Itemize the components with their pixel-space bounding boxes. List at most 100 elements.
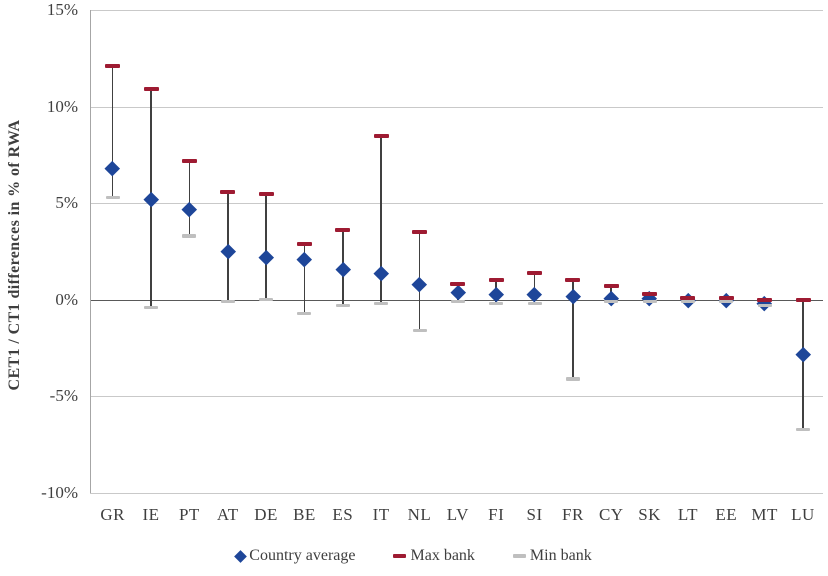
avg-diamond: [258, 249, 274, 265]
min-dash: [412, 329, 427, 333]
min-dash: [450, 300, 465, 304]
min-dash-marker-icon: [512, 554, 526, 558]
avg-diamond: [795, 346, 811, 362]
min-dash: [565, 377, 580, 381]
avg-diamond: [412, 276, 427, 292]
legend-label: Max bank: [410, 547, 475, 564]
min-dash: [335, 303, 350, 308]
diamond-marker-icon: [234, 549, 248, 563]
legend-item-max-bank: Max bank: [393, 547, 475, 565]
x-tick-label: NL: [407, 505, 432, 524]
gridline: [90, 106, 823, 108]
x-tick-label: SK: [638, 505, 661, 524]
min-dash: [144, 305, 159, 310]
x-tick-label: GR: [100, 505, 125, 524]
max-dash: [565, 278, 581, 283]
max-dash-marker-icon: [393, 554, 407, 558]
y-tick-label: 10%: [46, 96, 78, 116]
max-dash: [642, 292, 658, 296]
y-axis-line: [90, 10, 91, 493]
avg-diamond: [335, 261, 351, 277]
min-dash: [297, 311, 312, 315]
x-tick-label: LT: [677, 505, 699, 524]
y-tick-label: 15%: [46, 0, 78, 19]
x-tick-label: MT: [751, 505, 778, 524]
min-dash: [719, 300, 734, 304]
x-tick-label: LV: [446, 505, 469, 524]
legend-item-min-bank: Min bank: [512, 547, 592, 565]
max-dash: [335, 228, 351, 233]
min-dash: [680, 300, 695, 304]
gridline: [90, 10, 823, 11]
gridline: [90, 493, 823, 494]
x-tick-label: PT: [178, 505, 200, 524]
avg-diamond: [450, 284, 466, 300]
max-dash: [488, 278, 504, 283]
min-dash: [259, 298, 274, 302]
x-tick-label: BE: [293, 505, 316, 524]
legend: Country average Max bank Min bank: [0, 547, 828, 565]
min-dash: [374, 302, 389, 306]
max-dash: [143, 87, 159, 92]
gridline: [90, 203, 823, 205]
max-dash: [450, 282, 466, 287]
x-tick-label: DE: [254, 505, 278, 524]
x-tick-label: FR: [561, 505, 584, 524]
avg-diamond: [373, 265, 389, 281]
max-dash: [680, 295, 696, 300]
legend-label: Min bank: [529, 547, 592, 564]
max-dash: [181, 158, 197, 163]
max-dash: [795, 297, 811, 302]
min-dash: [642, 300, 657, 304]
max-dash: [296, 241, 312, 246]
y-tick-label: -10%: [41, 483, 78, 502]
range-whisker: [802, 299, 804, 430]
max-dash: [412, 230, 427, 235]
max-dash: [373, 133, 389, 138]
min-dash: [527, 302, 542, 306]
y-axis-title: CET1 / CT1 differences in % of RWA: [6, 119, 23, 391]
avg-diamond: [105, 160, 121, 176]
range-whisker: [111, 66, 114, 198]
max-dash: [220, 189, 236, 194]
x-tick-label: IE: [142, 505, 160, 524]
x-tick-label: FI: [488, 505, 505, 524]
min-dash: [796, 427, 810, 431]
min-dash: [182, 234, 197, 238]
x-tick-label: SI: [526, 505, 543, 524]
legend-item-country-average: Country average: [234, 547, 356, 565]
avg-diamond: [220, 244, 236, 259]
x-tick-label: LU: [791, 505, 815, 524]
max-dash: [757, 297, 773, 302]
y-tick-label: 0%: [55, 289, 78, 309]
max-dash: [603, 284, 619, 289]
range-whisker: [380, 135, 382, 304]
range-whisker: [265, 193, 267, 300]
max-dash: [527, 270, 543, 275]
avg-diamond: [603, 290, 619, 306]
avg-diamond: [565, 288, 581, 304]
x-tick-label: IT: [372, 505, 390, 524]
min-dash: [105, 195, 120, 199]
x-tick-label: ES: [332, 505, 354, 524]
min-dash: [604, 300, 619, 304]
legend-label: Country average: [249, 547, 356, 564]
x-tick-label: AT: [216, 505, 239, 524]
max-dash: [105, 64, 121, 69]
gridline: [90, 396, 823, 398]
range-whisker: [303, 243, 306, 314]
range-whisker: [572, 280, 574, 379]
x-tick-label: CY: [598, 505, 624, 524]
avg-diamond: [143, 191, 159, 207]
min-dash: [757, 303, 772, 308]
range-whisker: [188, 160, 191, 237]
max-dash: [718, 295, 734, 300]
min-dash: [220, 300, 235, 304]
avg-diamond: [297, 251, 312, 267]
y-tick-label: 5%: [55, 193, 78, 213]
y-tick-label: -5%: [49, 386, 78, 406]
x-tick-label: EE: [715, 505, 738, 524]
max-dash: [258, 191, 274, 196]
min-dash: [489, 302, 504, 306]
